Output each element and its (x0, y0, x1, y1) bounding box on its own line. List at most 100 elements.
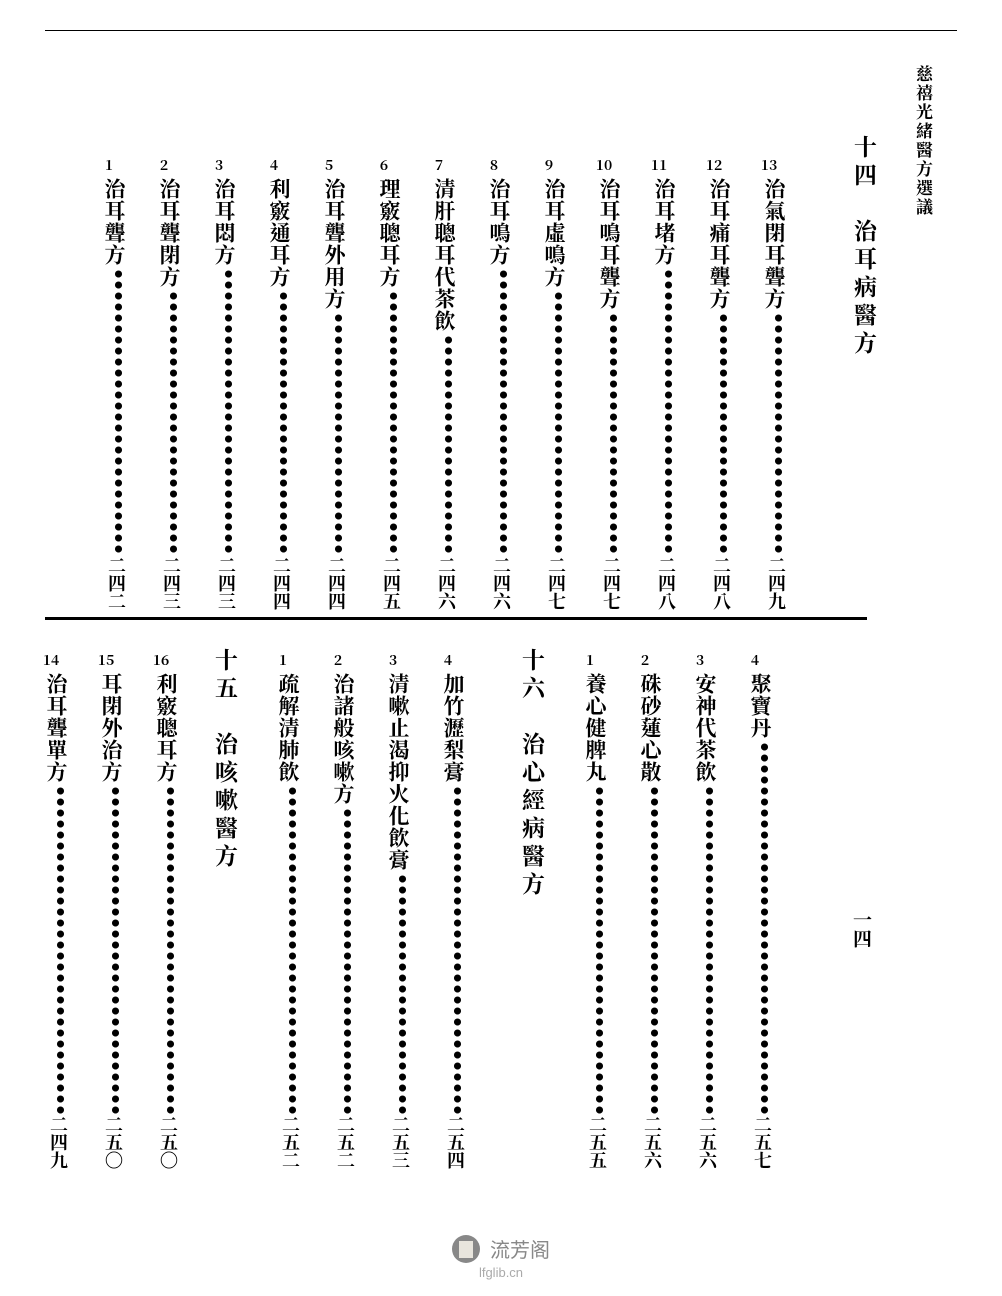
entry-page: 二四六 (473, 556, 515, 610)
entry-page: 二五二 (317, 1115, 359, 1169)
section-16-title: 治心經病醫方 (517, 732, 550, 900)
entry-title: 安神代茶飲 (679, 673, 721, 783)
entry-title: 治耳聾外用方 (308, 178, 350, 310)
entry-leader-dots: ●●●●●●●●●●●●●●●●●●●●●●●●●●●●●●●●●●●●●●●●… (679, 783, 721, 1115)
section-14-header: 十四 治耳病醫方 (849, 135, 882, 359)
entry-leader-dots: ●●●●●●●●●●●●●●●●●●●●●●●●●●●●●●●●●●●●●●●●… (262, 783, 304, 1115)
entry-number: 3 (679, 650, 721, 670)
entry-title: 治耳鳴方 (473, 178, 515, 266)
entry-number: 13 (748, 155, 790, 175)
entry-page: 二四八 (693, 556, 735, 610)
entry-leader-dots: ●●●●●●●●●●●●●●●●●●●●●●●●●●●●●●●●●●●●●●●●… (198, 266, 240, 556)
entry-number: 7 (418, 155, 460, 175)
entry-leader-dots: ●●●●●●●●●●●●●●●●●●●●●●●●●●●●●●●●●●●●●●●●… (143, 288, 185, 556)
toc-entry: 3 安神代茶飲●●●●●●●●●●●●●●●●●●●●●●●●●●●●●●●●●●… (679, 630, 721, 1170)
entry-page: 二四四 (308, 556, 350, 610)
toc-entry: 5 治耳聾外用方●●●●●●●●●●●●●●●●●●●●●●●●●●●●●●●●●… (308, 135, 350, 611)
entry-leader-dots: ●●●●●●●●●●●●●●●●●●●●●●●●●●●●●●●●●●●●●●●●… (638, 266, 680, 556)
entry-page: 二五六 (679, 1115, 721, 1169)
entry-number: 3 (372, 650, 414, 670)
entry-title: 治耳聾方 (88, 178, 130, 266)
book-title: 慈禧光緒醫方選議 (912, 65, 937, 217)
content-area: 十四 治耳病醫方 1治耳聾方●●●●●●●●●●●●●●●●●●●●●●●●●●… (0, 135, 912, 1190)
entry-page: 二五三 (372, 1115, 414, 1169)
entry-number: 4 (427, 650, 469, 670)
entry-page: 二五六 (624, 1115, 666, 1169)
toc-entry: 4加竹瀝梨膏●●●●●●●●●●●●●●●●●●●●●●●●●●●●●●●●●●… (427, 630, 469, 1170)
section-16-num: 十六 (517, 648, 550, 704)
toc-entry: 14治耳聾單方●●●●●●●●●●●●●●●●●●●●●●●●●●●●●●●●●… (30, 630, 72, 1170)
toc-entry: 9治耳虛鳴方●●●●●●●●●●●●●●●●●●●●●●●●●●●●●●●●●●… (528, 135, 570, 611)
entry-title: 硃砂蓮心散 (624, 673, 666, 783)
toc-entry: 3 清嗽止渴抑火化飲膏●●●●●●●●●●●●●●●●●●●●●●●●●●●●●●… (372, 630, 414, 1170)
entry-leader-dots: ●●●●●●●●●●●●●●●●●●●●●●●●●●●●●●●●●●●●●●●●… (363, 288, 405, 556)
entry-number: 9 (528, 155, 570, 175)
entry-title: 治諸般咳嗽方 (317, 673, 359, 805)
section-14-title: 治耳病醫方 (849, 219, 882, 359)
section-15-header: 十五 治咳嗽醫方 (210, 648, 243, 872)
toc-entry: 3治耳悶方●●●●●●●●●●●●●●●●●●●●●●●●●●●●●●●●●●●… (198, 135, 240, 611)
entry-title: 養心健脾丸 (569, 673, 611, 783)
entry-leader-dots: ●●●●●●●●●●●●●●●●●●●●●●●●●●●●●●●●●●●●●●●●… (253, 288, 295, 556)
entry-leader-dots: ●●●●●●●●●●●●●●●●●●●●●●●●●●●●●●●●●●●●●●●●… (569, 783, 611, 1115)
entry-leader-dots: ●●●●●●●●●●●●●●●●●●●●●●●●●●●●●●●●●●●●●●●●… (88, 266, 130, 556)
entry-number: 5 (308, 155, 350, 175)
toc-entry: 10治耳鳴耳聾方●●●●●●●●●●●●●●●●●●●●●●●●●●●●●●●●… (583, 135, 625, 611)
entry-number: 2 (143, 155, 185, 175)
entry-number: 1 (569, 650, 611, 670)
entry-leader-dots: ●●●●●●●●●●●●●●●●●●●●●●●●●●●●●●●●●●●●●●●●… (140, 783, 182, 1115)
entry-title: 治氣閉耳聾方 (748, 178, 790, 310)
entry-leader-dots: ●●●●●●●●●●●●●●●●●●●●●●●●●●●●●●●●●●●●●●●●… (308, 310, 350, 556)
entry-number: 4 (734, 650, 776, 670)
entry-title: 理竅聰耳方 (363, 178, 405, 288)
entry-title: 清嗽止渴抑火化飲膏 (372, 673, 414, 871)
toc-entry: 16利竅聰耳方●●●●●●●●●●●●●●●●●●●●●●●●●●●●●●●●●… (140, 630, 182, 1170)
entry-number: 1 (88, 155, 130, 175)
entry-title: 利竅聰耳方 (140, 673, 182, 783)
entry-number: 8 (473, 155, 515, 175)
entry-page: 二四五 (363, 556, 405, 610)
entry-leader-dots: ●●●●●●●●●●●●●●●●●●●●●●●●●●●●●●●●●●●●●●●●… (734, 739, 776, 1115)
toc-entry: 7清肝聰耳代茶飲●●●●●●●●●●●●●●●●●●●●●●●●●●●●●●●●… (418, 135, 460, 611)
entry-number: 14 (30, 650, 72, 670)
entry-leader-dots: ●●●●●●●●●●●●●●●●●●●●●●●●●●●●●●●●●●●●●●●●… (317, 805, 359, 1115)
entry-page: 二五二 (262, 1115, 304, 1169)
entry-leader-dots: ●●●●●●●●●●●●●●●●●●●●●●●●●●●●●●●●●●●●●●●●… (473, 266, 515, 556)
entry-title: 疏解清肺飲 (262, 673, 304, 783)
entry-page: 二五七 (734, 1115, 776, 1169)
toc-entry: 13治氣閉耳聾方●●●●●●●●●●●●●●●●●●●●●●●●●●●●●●●●… (748, 135, 790, 611)
entry-page: 二五四 (427, 1115, 469, 1169)
entry-number: 15 (85, 650, 127, 670)
entry-title: 治耳悶方 (198, 178, 240, 266)
entry-number: 12 (693, 155, 735, 175)
footer-site-name: 流芳阁 (490, 1234, 550, 1263)
entry-page: 二四四 (253, 556, 295, 610)
entry-number: 2 (624, 650, 666, 670)
toc-entry: 6理竅聰耳方●●●●●●●●●●●●●●●●●●●●●●●●●●●●●●●●●●… (363, 135, 405, 611)
entry-title: 聚寶丹 (734, 673, 776, 739)
section-15-num: 十五 (210, 648, 243, 704)
entry-number: 4 (253, 155, 295, 175)
entry-page: 二四八 (638, 556, 680, 610)
entry-page: 二四二 (88, 556, 130, 610)
entry-leader-dots: ●●●●●●●●●●●●●●●●●●●●●●●●●●●●●●●●●●●●●●●●… (624, 783, 666, 1115)
toc-entry: 2 硃砂蓮心散●●●●●●●●●●●●●●●●●●●●●●●●●●●●●●●●●●… (624, 630, 666, 1170)
toc-entry: 2治諸般咳嗽方●●●●●●●●●●●●●●●●●●●●●●●●●●●●●●●●●… (317, 630, 359, 1170)
lower-region: 一四 14治耳聾單方●●●●●●●●●●●●●●●●●●●●●●●●●●●●●●… (0, 630, 912, 1190)
entry-title: 耳閉外治方 (85, 673, 127, 783)
entry-title: 治耳聾單方 (30, 673, 72, 783)
section-14-num: 十四 (849, 135, 882, 191)
entry-leader-dots: ●●●●●●●●●●●●●●●●●●●●●●●●●●●●●●●●●●●●●●●●… (372, 871, 414, 1115)
entry-page: 二四七 (583, 556, 625, 610)
entry-page: 二四三 (198, 556, 240, 610)
toc-entry: 12治耳痛耳聾方●●●●●●●●●●●●●●●●●●●●●●●●●●●●●●●●… (693, 135, 735, 611)
toc-entry: 1 養心健脾丸●●●●●●●●●●●●●●●●●●●●●●●●●●●●●●●●●●… (569, 630, 611, 1170)
footer-url: lfglib.cn (0, 1265, 1002, 1280)
upper-region: 十四 治耳病醫方 1治耳聾方●●●●●●●●●●●●●●●●●●●●●●●●●●… (0, 135, 912, 617)
toc-entry: 1 疏解清肺飲●●●●●●●●●●●●●●●●●●●●●●●●●●●●●●●●●●… (262, 630, 304, 1170)
section-16-header: 十六 治心經病醫方 (517, 648, 550, 900)
entry-leader-dots: ●●●●●●●●●●●●●●●●●●●●●●●●●●●●●●●●●●●●●●●●… (693, 310, 735, 556)
section-15-title: 治咳嗽醫方 (210, 732, 243, 872)
toc-entry: 1 治耳聾方●●●●●●●●●●●●●●●●●●●●●●●●●●●●●●●●●●●… (88, 135, 130, 611)
entry-number: 1 (262, 650, 304, 670)
